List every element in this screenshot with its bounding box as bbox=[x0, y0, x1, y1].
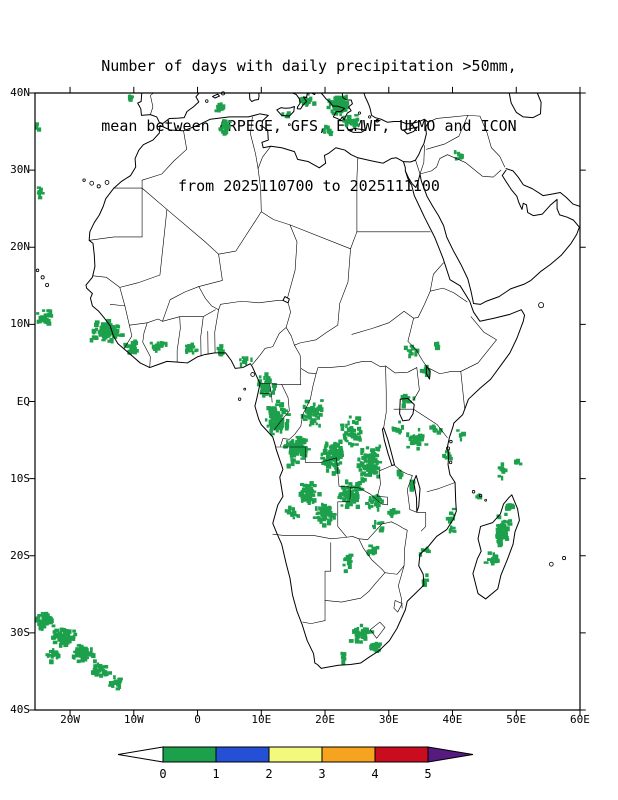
lon-tick-label: 60E bbox=[570, 713, 590, 726]
lon-tick-label: 30E bbox=[378, 713, 399, 726]
lat-tick-label: EQ bbox=[16, 394, 30, 408]
lon-tick-label: 10W bbox=[123, 713, 144, 726]
lat-tick-label: 10S bbox=[10, 471, 30, 485]
islands bbox=[36, 92, 565, 566]
colorbar-segment bbox=[268, 746, 323, 763]
africa-map bbox=[35, 93, 580, 710]
lat-tick-label: 20S bbox=[10, 548, 30, 562]
colorbar-label: 0 bbox=[159, 767, 166, 781]
lon-tick-label: 0 bbox=[194, 713, 201, 726]
chart-title: Number of days with daily precipitation … bbox=[0, 16, 618, 236]
colorbar-label: 2 bbox=[265, 767, 272, 781]
lon-tick-label: 40E bbox=[442, 713, 463, 726]
colorbar: 0 1 2 3 4 5 bbox=[117, 746, 474, 781]
lon-tick-label: 20W bbox=[60, 713, 80, 726]
axis-ticks bbox=[29, 87, 585, 716]
colorbar-segment bbox=[374, 746, 429, 763]
colorbar-arrow-low bbox=[117, 746, 164, 763]
colorbar-label: 3 bbox=[318, 767, 325, 781]
lat-tick-label: 20N bbox=[10, 240, 30, 254]
colorbar-segment bbox=[162, 746, 217, 763]
title-line-2: mean between ARPEGE, GFS, ECMWF, UKMO an… bbox=[101, 117, 517, 135]
lat-tick-label: 10N bbox=[10, 317, 30, 331]
lat-tick-label: 30N bbox=[10, 163, 30, 177]
colorbar-segment bbox=[321, 746, 376, 763]
lon-tick-label: 50E bbox=[506, 713, 527, 726]
title-line-3: from 2025110700 to 2025111100 bbox=[178, 177, 440, 195]
lon-tick-label: 10E bbox=[251, 713, 272, 726]
colorbar-label: 1 bbox=[212, 767, 219, 781]
colorbar-segment bbox=[215, 746, 270, 763]
lon-tick-label: 20E bbox=[315, 713, 335, 726]
country-borders bbox=[89, 93, 505, 638]
colorbar-arrow-high bbox=[427, 746, 474, 763]
colorbar-label: 5 bbox=[424, 767, 431, 781]
lat-tick-label: 40S bbox=[10, 703, 30, 716]
colorbar-label: 4 bbox=[371, 767, 378, 781]
title-line-1: Number of days with daily precipitation … bbox=[101, 57, 517, 75]
coastlines bbox=[86, 93, 580, 668]
lat-tick-label: 30S bbox=[10, 625, 30, 639]
lat-tick-label: 40N bbox=[10, 86, 30, 99]
precip-areas bbox=[35, 93, 523, 691]
